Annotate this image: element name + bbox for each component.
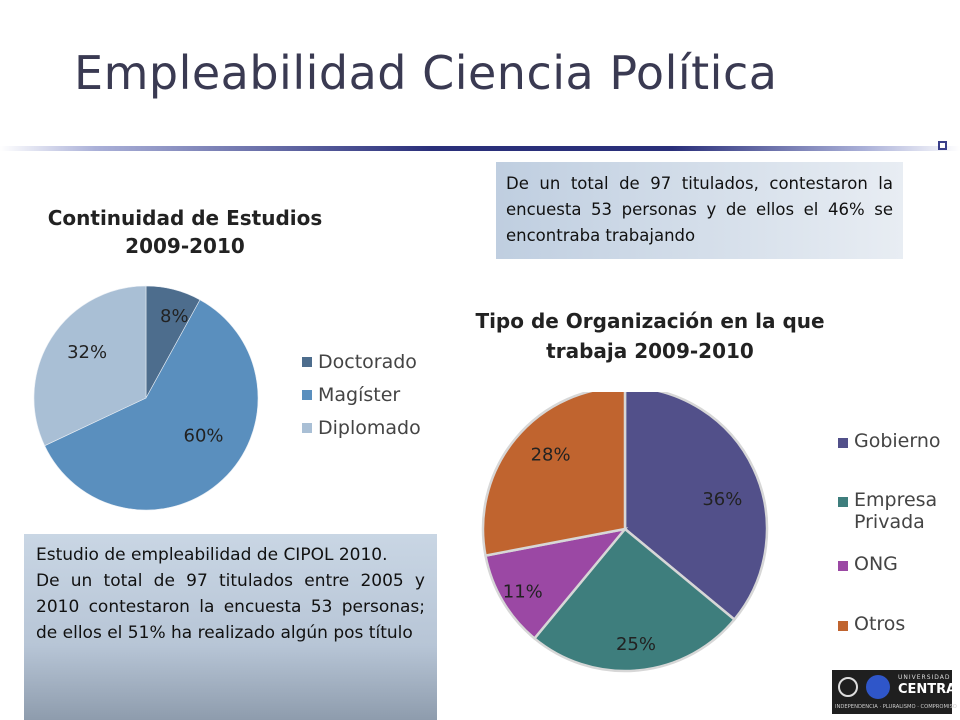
study-description-note: Estudio de empleabilidad de CIPOL 2010. …	[24, 534, 437, 720]
pie-slice-empresa-privada	[532, 527, 737, 673]
legend-swatch	[838, 561, 848, 571]
slide-title: Empleabilidad Ciencia Política	[74, 46, 778, 100]
pie-slice-otros	[481, 392, 627, 558]
chart1-title-line2: 2009-2010	[125, 234, 245, 258]
logo-motto: INDEPENDENCIA · PLURALISMO · COMPROMISO	[835, 704, 957, 710]
legend-swatch	[838, 621, 848, 631]
chart1-title-line1: Continuidad de Estudios	[47, 206, 323, 230]
pie-slice-ong	[484, 527, 629, 641]
studies-pie-chart: 8% 60% 32%	[33, 285, 259, 511]
legend-swatch	[838, 497, 848, 507]
organization-pie-chart: 36% 25% 11% 28%	[481, 392, 769, 673]
survey-summary-note: De un total de 97 titulados, contestaron…	[496, 162, 903, 259]
study-description-line1: Estudio de empleabilidad de CIPOL 2010.	[36, 545, 388, 565]
legend-swatch	[302, 390, 312, 400]
data-label: 32%	[67, 342, 107, 363]
legend-label: Diplomado	[318, 417, 421, 439]
legend-label: Magíster	[318, 384, 401, 406]
blue-circle-icon	[866, 675, 890, 699]
data-label: 11%	[503, 581, 543, 602]
legend-label: ONG	[854, 553, 898, 575]
data-label: 25%	[616, 634, 656, 655]
data-label: 60%	[184, 426, 224, 447]
data-label: 36%	[702, 489, 742, 510]
study-description-line2: De un total de 97 titulados entre 2005 y…	[36, 571, 425, 643]
legend-swatch	[302, 357, 312, 367]
organization-legend: Gobierno Empresa Privada ONG Otros	[838, 430, 958, 636]
universidad-central-logo: UNIVERSIDAD CENTRAL INDEPENDENCIA · PLUR…	[832, 670, 960, 714]
pie-slice-gobierno	[623, 392, 769, 622]
legend-label: Gobierno	[854, 430, 941, 452]
globe-icon	[838, 677, 858, 697]
legend-label-line: Privada	[854, 511, 925, 533]
studies-legend: Doctorado Magíster Diplomado	[302, 351, 452, 447]
legend-swatch	[302, 423, 312, 433]
data-label: 8%	[160, 306, 189, 327]
pie-slice-mag-ster	[44, 299, 259, 511]
legend-label: Empresa Privada	[854, 489, 937, 533]
title-divider	[0, 146, 960, 151]
chart2-title: Tipo de Organización en la que trabaja 2…	[470, 306, 830, 366]
divider-end-square	[938, 141, 947, 150]
logo-brand-text: CENTRAL	[898, 682, 960, 697]
legend-label: Doctorado	[318, 351, 417, 373]
pie-slice-diplomado	[33, 285, 147, 447]
chart2-title-line2: trabaja 2009-2010	[546, 339, 754, 363]
data-label: 28%	[531, 444, 571, 465]
legend-label: Otros	[854, 613, 906, 635]
legend-label-line: Empresa	[854, 489, 938, 511]
chart2-title-line1: Tipo de Organización en la que	[475, 309, 825, 333]
logo-university-text: UNIVERSIDAD	[898, 674, 951, 681]
chart1-title: Continuidad de Estudios 2009-2010	[40, 204, 330, 260]
legend-swatch	[838, 438, 848, 448]
